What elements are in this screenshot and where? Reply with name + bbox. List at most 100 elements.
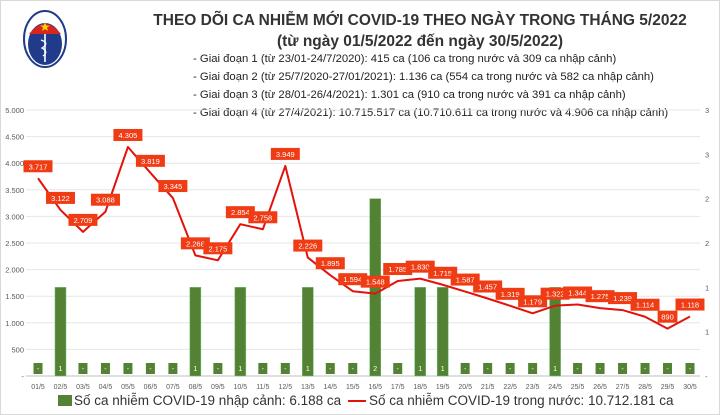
line-data-label-box xyxy=(383,263,413,276)
x-axis-tick: 19/5 xyxy=(436,384,450,391)
line-data-label-box xyxy=(23,160,53,173)
legend-imported: Số ca nhiễm COVID-19 nhập cảnh: 6.188 ca xyxy=(58,393,341,408)
ministry-of-health-logo xyxy=(23,10,67,68)
x-axis-tick: 27/5 xyxy=(616,384,630,391)
phase-3-summary: - Giai đoạn 3 (từ 28/01-26/4/2021): 1.30… xyxy=(193,89,626,101)
x-axis-tick: 26/5 xyxy=(593,384,607,391)
line-data-label: 2.226 xyxy=(298,242,317,251)
bar-data-label-box xyxy=(370,363,380,374)
line-data-label: 890 xyxy=(661,313,674,322)
legend-imported-label: Số ca nhiễm COVID-19 nhập cảnh: 6.188 ca xyxy=(74,393,342,408)
line-data-label-box xyxy=(675,298,705,311)
bar-data-label: 1 xyxy=(441,366,445,373)
line-data-label: 1.830 xyxy=(411,263,430,272)
legend-line-swatch xyxy=(348,399,366,402)
bar-imported xyxy=(302,287,314,377)
bar-data-label-box xyxy=(78,363,88,374)
bar-data-label: - xyxy=(262,366,265,373)
bar-data-label: - xyxy=(284,366,287,373)
line-domestic xyxy=(37,145,691,330)
bar-data-label-box xyxy=(348,363,358,374)
bar-data-label: - xyxy=(599,366,602,373)
bar-data-label: - xyxy=(666,366,669,373)
bar-data-label-box xyxy=(573,363,583,374)
right-axis-tick: 1 xyxy=(705,328,709,337)
bar-imported xyxy=(189,287,202,377)
x-axis-tick: 28/5 xyxy=(638,384,652,391)
line-data-label: 1.344 xyxy=(568,288,587,297)
bar-data-label-box xyxy=(483,363,493,374)
bar-data-label: 1 xyxy=(59,366,63,373)
left-axis-tick: 4.000 xyxy=(5,159,24,168)
x-axis-tick: 03/5 xyxy=(76,384,90,391)
bar-data-label: - xyxy=(621,366,624,373)
bar-data-label: - xyxy=(644,366,647,373)
x-axis-tick: 17/5 xyxy=(391,384,405,391)
line-data-label: 1.457 xyxy=(478,282,497,291)
line-data-label-box xyxy=(293,239,323,252)
bar-data-label-box xyxy=(393,363,403,374)
bar-imported xyxy=(54,287,67,377)
line-data-label-box xyxy=(113,128,143,141)
left-axis-tick: 1.000 xyxy=(5,319,24,328)
x-axis-tick: 29/5 xyxy=(661,384,675,391)
line-data-label-box xyxy=(630,298,660,311)
bar-data-label: - xyxy=(352,366,355,373)
x-axis-tick: 24/5 xyxy=(548,384,562,391)
x-axis-tick: 06/5 xyxy=(144,384,158,391)
bar-data-label: - xyxy=(104,366,107,373)
bar-data-label: - xyxy=(509,366,512,373)
line-data-label: 3.345 xyxy=(164,182,183,191)
bar-data-label: 2 xyxy=(373,366,377,373)
bar-data-label-box xyxy=(528,363,538,374)
bar-data-label: - xyxy=(397,366,400,373)
line-data-label-box xyxy=(360,275,390,288)
bar-data-label: - xyxy=(37,366,40,373)
left-axis-tick: 1.500 xyxy=(5,292,24,301)
line-data-label-box xyxy=(657,310,678,323)
left-axis-tick: 2.000 xyxy=(5,266,24,275)
bar-data-label: - xyxy=(149,366,152,373)
legend-domestic-label: Số ca nhiễm COVID-19 trong nước: 10.712.… xyxy=(369,393,674,408)
bar-imported xyxy=(234,287,247,377)
line-data-label: 3.088 xyxy=(96,196,115,205)
line-data-label: 1.118 xyxy=(681,301,699,310)
x-axis-tick: 14/5 xyxy=(323,384,337,391)
bar-data-label: - xyxy=(127,366,130,373)
x-axis-tick: 12/5 xyxy=(278,384,292,391)
line-data-label-box xyxy=(248,211,278,224)
bar-data-label-box xyxy=(190,363,200,374)
x-axis-tick: 09/5 xyxy=(211,384,225,391)
line-data-label: 3.949 xyxy=(276,150,295,159)
line-data-label-box xyxy=(90,193,120,206)
bar-data-label: - xyxy=(486,366,489,373)
phase-1-summary: - Giai đoạn 1 (từ 23/01-24/7/2020): 415 … xyxy=(193,53,617,65)
right-axis-tick: - xyxy=(705,372,708,381)
x-axis-tick: 21/5 xyxy=(481,384,495,391)
line-data-label-box xyxy=(585,290,615,303)
line-data-label-box xyxy=(315,257,345,270)
line-data-label-box xyxy=(225,206,255,219)
bar-data-label-box xyxy=(100,363,110,374)
left-axis-tick: 3.000 xyxy=(5,212,24,221)
line-data-label-box xyxy=(338,273,368,286)
left-axis-tick: 5.000 xyxy=(5,106,24,115)
legend-domestic: Số ca nhiễm COVID-19 trong nước: 10.712.… xyxy=(348,393,674,408)
bar-data-label-box xyxy=(33,363,43,374)
line-data-label-box xyxy=(473,280,503,293)
bar-data-label: - xyxy=(82,366,85,373)
bar-imported xyxy=(436,287,449,377)
x-axis-tick: 16/5 xyxy=(368,384,382,391)
bar-data-label-box xyxy=(618,363,628,374)
bar-data-label-box xyxy=(258,363,268,374)
line-data-label: 2.758 xyxy=(253,213,272,222)
x-axis-tick: 04/5 xyxy=(99,384,113,391)
legend-bar-swatch xyxy=(58,395,72,406)
x-axis-tick: 20/5 xyxy=(458,384,472,391)
line-data-label-box xyxy=(270,147,300,160)
line-data-label-box xyxy=(608,292,638,305)
bar-data-label: - xyxy=(172,366,175,373)
bar-imported xyxy=(414,287,426,377)
line-data-label: 1.239 xyxy=(613,294,632,303)
